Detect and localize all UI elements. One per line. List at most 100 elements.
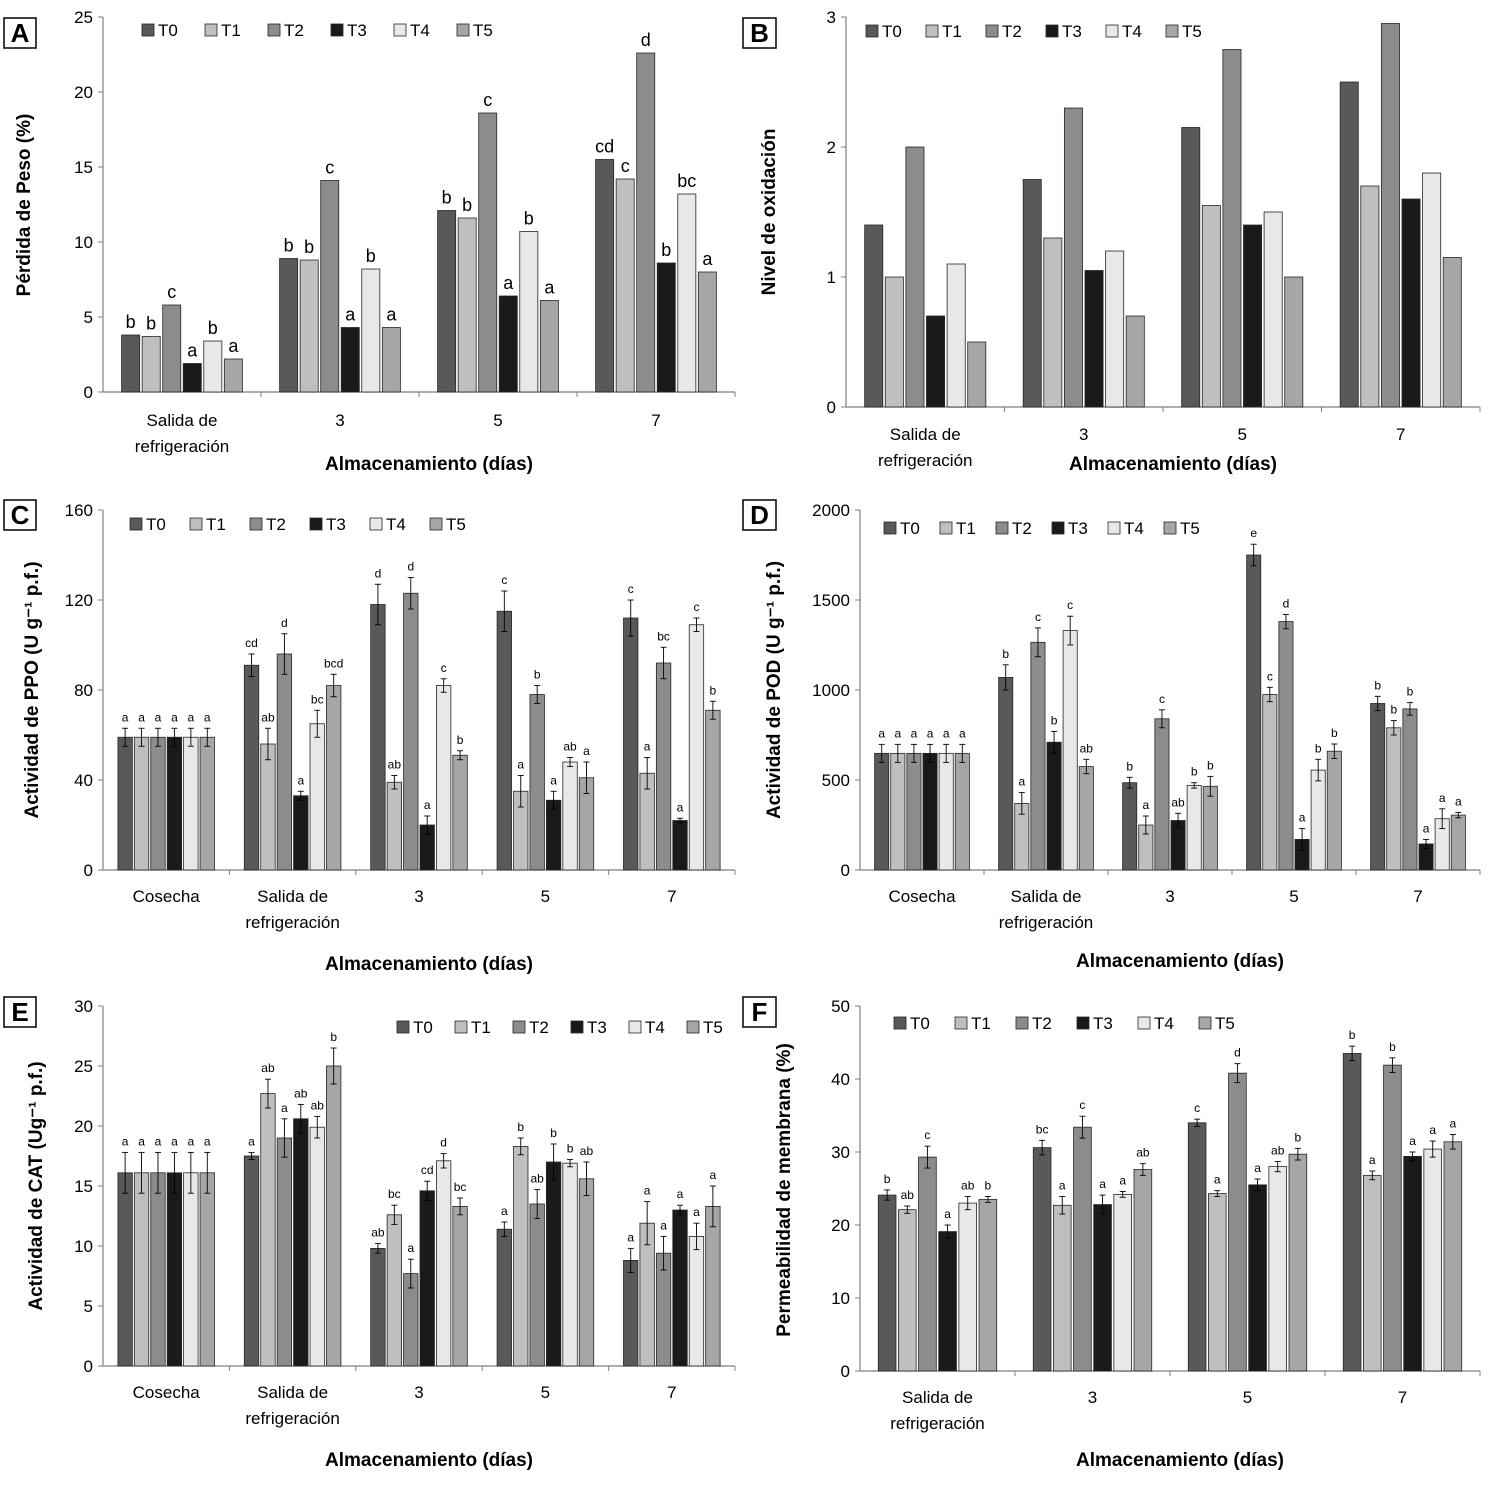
bar-T5	[199, 1172, 215, 1367]
bar-T4	[309, 1126, 325, 1367]
legend-swatch-T1	[954, 1016, 968, 1030]
bar-T0	[1032, 1147, 1052, 1372]
significance-letter: cd	[595, 137, 614, 157]
bar-T1	[1262, 694, 1278, 871]
bar-T5	[326, 1065, 342, 1367]
significance-letter: d	[1234, 1046, 1241, 1060]
significance-letter: a	[710, 1168, 717, 1182]
bar-T5	[1443, 1141, 1463, 1372]
y-tick-label: 0	[84, 861, 93, 880]
bar-T0	[1342, 1053, 1362, 1372]
y-tick-label: 10	[831, 1289, 850, 1308]
significance-letter: c	[167, 282, 176, 302]
legend-swatch-T1	[925, 24, 939, 38]
legend-label-T2: T2	[529, 1018, 549, 1037]
bar-T2	[1030, 641, 1046, 871]
significance-letter: a	[386, 305, 397, 325]
x-category-label: Salida de	[890, 425, 961, 444]
significance-letter: b	[1295, 1130, 1302, 1144]
legend-label-T4: T4	[410, 21, 430, 40]
legend-label-T2: T2	[284, 21, 304, 40]
bar-T4	[309, 723, 325, 871]
legend-swatch-T0	[893, 1016, 907, 1030]
legend-label-T4: T4	[386, 515, 406, 534]
legend-label-T5: T5	[1182, 22, 1202, 41]
significance-letter: a	[1142, 798, 1149, 812]
x-axis-title: Almacenamiento (días)	[325, 1450, 533, 1471]
significance-letter: d	[1283, 596, 1290, 610]
significance-letter: a	[1254, 1161, 1261, 1175]
y-axis-title: Permeabilidad de membrana (%)	[774, 1043, 795, 1337]
legend-label-T3: T3	[1068, 519, 1088, 538]
significance-letter: a	[407, 1241, 414, 1255]
bar-T3	[166, 736, 183, 871]
significance-letter: b	[330, 1030, 337, 1044]
bar-T0	[279, 258, 299, 393]
bar-T2	[1380, 23, 1400, 408]
bar-T5	[326, 685, 342, 871]
legend-swatch-T0	[129, 517, 143, 531]
panel-letter-box	[3, 996, 37, 1028]
bar-T3	[419, 1190, 435, 1367]
significance-letter: ab	[1171, 795, 1185, 809]
legend-swatch-T4	[1107, 521, 1121, 535]
bar-T3	[1093, 1204, 1112, 1372]
significance-letter: a	[660, 1218, 667, 1232]
significance-letter: c	[1079, 1098, 1085, 1112]
significance-letter: a	[702, 249, 713, 269]
bar-T3	[1403, 1155, 1422, 1372]
significance-letter: b	[1315, 741, 1322, 755]
bar-T3	[922, 752, 938, 871]
bar-T4	[688, 624, 705, 871]
significance-letter: e	[1250, 526, 1257, 540]
y-tick-label: 25	[74, 1057, 93, 1076]
significance-letter: a	[1450, 1116, 1457, 1130]
significance-letter: a	[248, 1134, 255, 1148]
significance-letter: a	[1299, 811, 1306, 825]
bar-T2	[162, 304, 182, 393]
significance-letter: c	[441, 661, 447, 675]
significance-letter: ab	[1136, 1146, 1150, 1160]
legend: T0 T1 T2 T3 T4 T5	[865, 22, 1202, 41]
legend-swatch-T2	[1015, 1016, 1029, 1030]
bar-T2	[1383, 1064, 1402, 1372]
significance-letter: c	[1194, 1101, 1200, 1115]
legend-swatch-T4	[1137, 1016, 1151, 1030]
bar-T0	[998, 677, 1014, 871]
significance-letter: a	[927, 726, 934, 740]
significance-letter: a	[281, 1101, 288, 1115]
legend-swatch-T3	[330, 23, 344, 37]
bar-T4	[1263, 211, 1283, 408]
y-axis-title: Actividad de CAT (Ug⁻¹ p.f.)	[26, 1061, 47, 1310]
legend-label-T0: T0	[882, 22, 902, 41]
bar-T2	[1402, 708, 1418, 871]
significance-letter: b	[534, 668, 541, 682]
bar-T1	[884, 276, 904, 408]
significance-letter: ab	[563, 740, 577, 754]
x-category-label: 3	[414, 1383, 423, 1402]
bar-T3	[293, 795, 309, 871]
bar-T5	[1450, 814, 1466, 871]
bar-T2	[529, 694, 545, 871]
x-category-label: 5	[493, 411, 502, 430]
significance-letter: a	[944, 1207, 951, 1221]
legend-swatch-T1	[189, 517, 203, 531]
bar-T4	[519, 231, 539, 393]
legend-label-T3: T3	[1093, 1014, 1113, 1033]
legend-swatch-T5	[456, 23, 470, 37]
bar-T4	[183, 736, 199, 871]
bar-T2	[1228, 1072, 1247, 1372]
significance-letter: ab	[961, 1179, 975, 1193]
panel-letter: E	[11, 997, 28, 1027]
legend-swatch-T5	[1198, 1016, 1212, 1030]
significance-letter: a	[122, 1134, 129, 1148]
chart-panel-B: B 0 1 2 3 Salida de refrigeración 3 5 7 Nivel de o…	[742, 8, 1481, 475]
bar-T4	[958, 1202, 977, 1372]
x-category-label: 7	[1398, 1388, 1407, 1407]
significance-letter: b	[442, 188, 452, 208]
significance-letter: a	[911, 726, 918, 740]
y-tick-label: 25	[74, 8, 93, 27]
significance-letter: a	[644, 740, 651, 754]
x-category-label: Salida de	[1011, 887, 1082, 906]
x-category-label: refrigeración	[890, 1414, 985, 1433]
